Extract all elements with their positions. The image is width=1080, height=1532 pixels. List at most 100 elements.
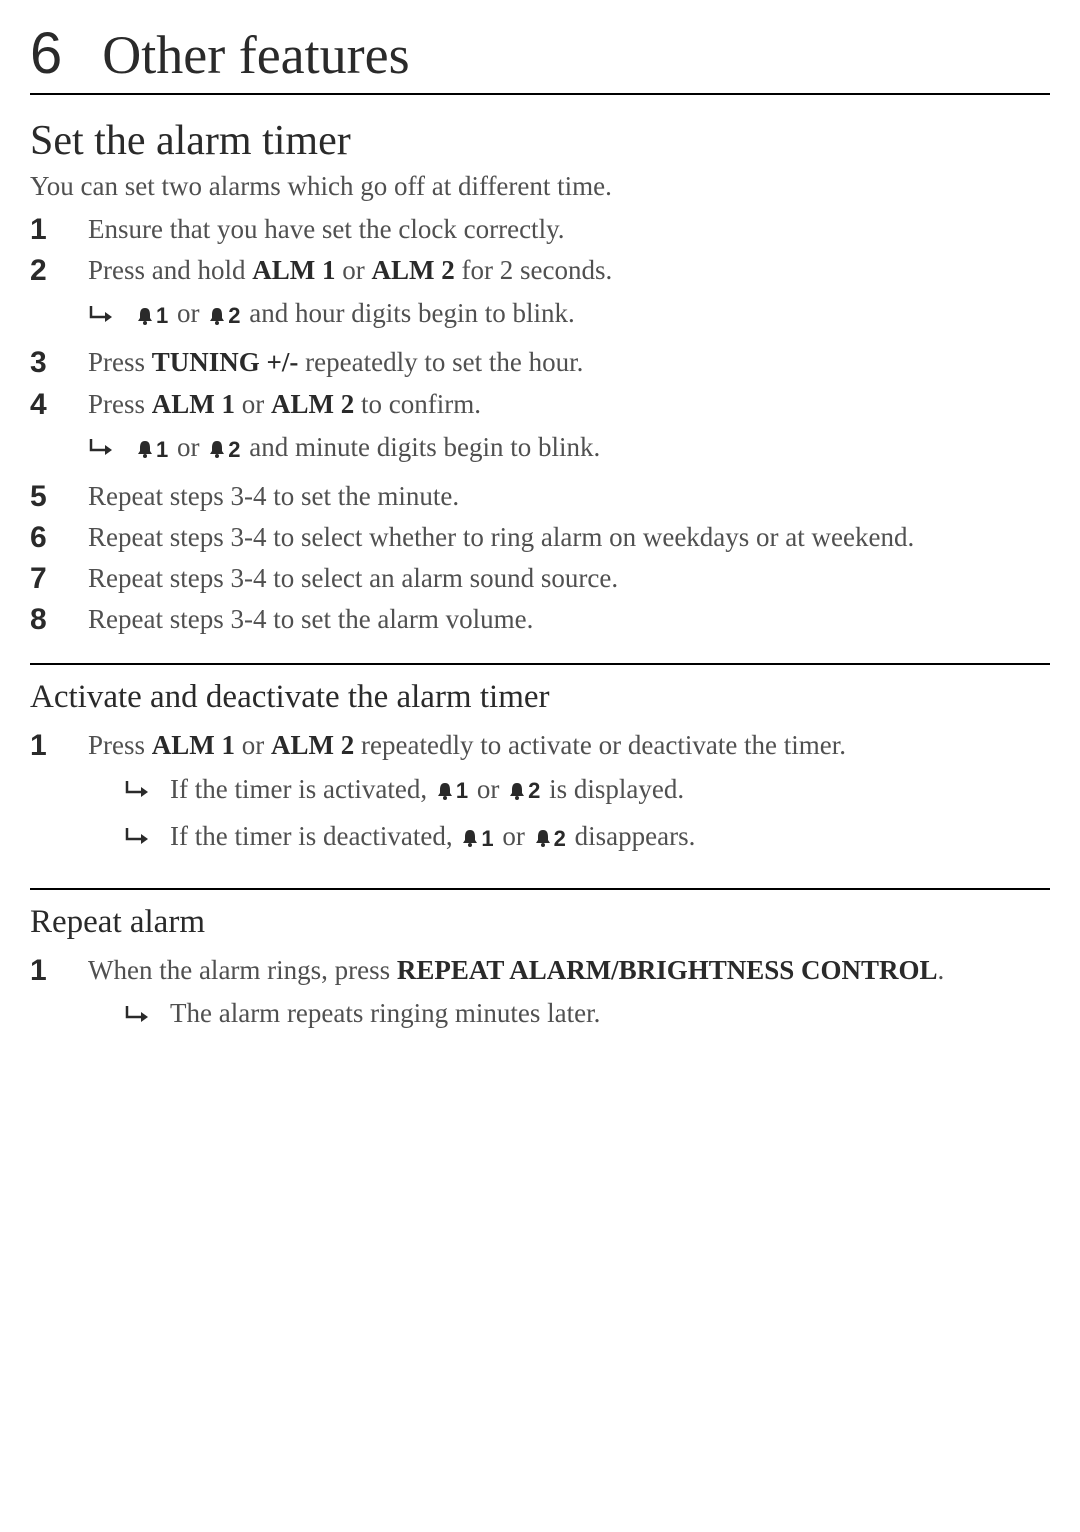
text: repeatedly to activate or deactivate the…	[354, 730, 846, 760]
step-number: 5	[30, 477, 58, 516]
step-number: 7	[30, 559, 58, 598]
section-repeat: Repeat alarm 1 When the alarm rings, pres…	[30, 904, 1050, 1041]
text: Repeat steps 3-4 to set the alarm volume…	[88, 604, 533, 634]
bold-text: ALM 1	[152, 389, 235, 419]
step-number: 1	[30, 210, 58, 249]
text: and minute digits begin to blink.	[243, 432, 601, 462]
text: If the timer is deactivated,	[170, 821, 459, 851]
bold-text: ALM 2	[271, 730, 354, 760]
step-item: 5 Repeat steps 3-4 to set the minute.	[30, 477, 1050, 516]
text: is displayed.	[542, 774, 684, 804]
step-result: 1 or 2 and minute digits begin to blink.	[88, 428, 1050, 467]
text: or	[170, 298, 206, 328]
text: If the timer is activated,	[170, 774, 434, 804]
step-item: 6 Repeat steps 3-4 to select whether to r…	[30, 518, 1050, 557]
step-text: When the alarm rings, press REPEAT ALARM…	[88, 951, 1050, 990]
text: Repeat steps 3-4 to set the minute.	[88, 481, 459, 511]
step-body: Repeat steps 3-4 to select an alarm soun…	[88, 559, 1050, 598]
text: or	[336, 255, 372, 285]
text: Ensure that you have set the clock corre…	[88, 214, 565, 244]
step-number: 8	[30, 600, 58, 639]
result-arrow-icon	[88, 304, 116, 324]
bell-icon: 2	[208, 434, 240, 466]
step-number: 1	[30, 951, 58, 1041]
step-item: 1 Press ALM 1 or ALM 2 repeatedly to acti…	[30, 726, 1050, 863]
step-number: 1	[30, 726, 58, 863]
text: repeatedly to set the hour.	[298, 347, 583, 377]
chapter-header: 6 Other features	[30, 20, 1050, 95]
step-number: 6	[30, 518, 58, 557]
bold-text: ALM 2	[372, 255, 455, 285]
step-result: The alarm repeats ringing minutes later.	[124, 994, 1050, 1033]
divider	[30, 888, 1050, 890]
text: The alarm repeats ringing minutes later.	[170, 998, 600, 1028]
subsection-title: Repeat alarm	[30, 904, 1050, 941]
step-body: Repeat steps 3-4 to set the minute.	[88, 477, 1050, 516]
step-result: If the timer is deactivated, 1 or 2 disa…	[124, 817, 1050, 856]
step-body: Press TUNING +/- repeatedly to set the h…	[88, 343, 1050, 382]
step-text: Press TUNING +/- repeatedly to set the h…	[88, 343, 1050, 382]
step-item: 2 Press and hold ALM 1 or ALM 2 for 2 sec…	[30, 251, 1050, 341]
text: or	[235, 730, 271, 760]
bold-text: TUNING +/-	[152, 347, 299, 377]
text: Press and hold	[88, 255, 252, 285]
result-arrow-icon	[88, 437, 116, 457]
bold-text: REPEAT ALARM/BRIGHTNESS CONTROL	[397, 955, 938, 985]
section-intro: You can set two alarms which go off at d…	[30, 171, 1050, 202]
result-arrow-icon	[124, 779, 152, 799]
text: or	[496, 821, 532, 851]
text: When the alarm rings, press	[88, 955, 397, 985]
step-text: Repeat steps 3-4 to select an alarm soun…	[88, 559, 1050, 598]
bell-icon: 1	[136, 300, 168, 332]
step-body: Press and hold ALM 1 or ALM 2 for 2 seco…	[88, 251, 1050, 341]
bell-icon: 2	[534, 823, 566, 855]
text: and hour digits begin to blink.	[243, 298, 575, 328]
bell-icon: 2	[208, 300, 240, 332]
bell-icon: 1	[136, 434, 168, 466]
step-body: Press ALM 1 or ALM 2 to confirm. 1 or 2 a…	[88, 385, 1050, 475]
step-item: 1 When the alarm rings, press REPEAT ALAR…	[30, 951, 1050, 1041]
bell-icon: 2	[508, 775, 540, 807]
step-text: Repeat steps 3-4 to select whether to ri…	[88, 518, 1050, 557]
step-body: Press ALM 1 or ALM 2 repeatedly to activ…	[88, 726, 1050, 863]
step-list: 1 When the alarm rings, press REPEAT ALAR…	[30, 951, 1050, 1041]
text: to confirm.	[354, 389, 481, 419]
text: Repeat steps 3-4 to select whether to ri…	[88, 522, 914, 552]
step-item: 1 Ensure that you have set the clock corr…	[30, 210, 1050, 249]
step-item: 4 Press ALM 1 or ALM 2 to confirm. 1 or 2 …	[30, 385, 1050, 475]
step-list: 1 Ensure that you have set the clock corr…	[30, 210, 1050, 639]
text: or	[235, 389, 271, 419]
text: Press	[88, 730, 152, 760]
step-text: Press ALM 1 or ALM 2 repeatedly to activ…	[88, 726, 1050, 765]
bold-text: ALM 1	[252, 255, 335, 285]
text: disappears.	[568, 821, 695, 851]
text: or	[470, 774, 506, 804]
bell-icon: 1	[436, 775, 468, 807]
step-number: 2	[30, 251, 58, 341]
step-body: Repeat steps 3-4 to set the alarm volume…	[88, 600, 1050, 639]
text: Press	[88, 347, 152, 377]
section-activate: Activate and deactivate the alarm timer …	[30, 679, 1050, 863]
step-body: When the alarm rings, press REPEAT ALARM…	[88, 951, 1050, 1041]
bold-text: ALM 1	[152, 730, 235, 760]
subsection-title: Activate and deactivate the alarm timer	[30, 679, 1050, 716]
step-list: 1 Press ALM 1 or ALM 2 repeatedly to acti…	[30, 726, 1050, 863]
step-text: Repeat steps 3-4 to set the alarm volume…	[88, 600, 1050, 639]
step-text: Repeat steps 3-4 to set the minute.	[88, 477, 1050, 516]
section-set-alarm: Set the alarm timer You can set two alar…	[30, 117, 1050, 639]
text: .	[938, 955, 945, 985]
step-text: Press ALM 1 or ALM 2 to confirm.	[88, 385, 1050, 424]
bell-icon: 1	[461, 823, 493, 855]
step-item: 8 Repeat steps 3-4 to set the alarm volum…	[30, 600, 1050, 639]
chapter-title: Other features	[102, 24, 409, 86]
step-body: Repeat steps 3-4 to select whether to ri…	[88, 518, 1050, 557]
result-arrow-icon	[124, 1004, 152, 1024]
section-title: Set the alarm timer	[30, 117, 1050, 165]
step-number: 4	[30, 385, 58, 475]
step-text: Ensure that you have set the clock corre…	[88, 210, 1050, 249]
divider	[30, 663, 1050, 665]
result-arrow-icon	[124, 826, 152, 846]
step-text: Press and hold ALM 1 or ALM 2 for 2 seco…	[88, 251, 1050, 290]
step-number: 3	[30, 343, 58, 382]
text: or	[170, 432, 206, 462]
